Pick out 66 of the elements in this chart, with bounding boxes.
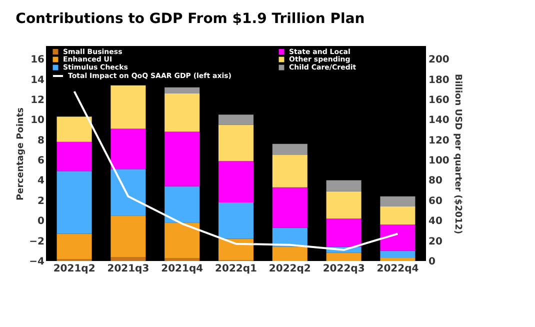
y-tick-label: 10 (30, 115, 45, 126)
line-series (73, 90, 399, 251)
y-tick-label: −4 (29, 256, 45, 268)
x-tick-label: 2021q4 (161, 264, 204, 274)
y-tick-label: 8 (38, 135, 45, 146)
y2-tick-label: 20 (428, 236, 442, 248)
bar (380, 250, 416, 258)
y2-tick-label: 60 (428, 196, 442, 207)
bar (164, 132, 200, 186)
bar (110, 128, 146, 170)
x-tick-label: 2022q1 (215, 264, 258, 274)
y-axis-title: Percentage Points (16, 108, 26, 200)
bar (56, 142, 92, 172)
y2-tick-label: 40 (428, 216, 442, 228)
bar (380, 258, 416, 261)
y2-tick-label: 80 (428, 176, 442, 187)
y-tick-label: 12 (30, 95, 45, 106)
bar (56, 116, 92, 142)
y2-axis-title: Billion USD per quarter ($2012) (452, 74, 462, 234)
bar (326, 218, 362, 247)
bar (326, 191, 362, 219)
bar (380, 196, 416, 206)
bar (56, 171, 92, 234)
y2-tick-label: 180 (428, 74, 450, 86)
y-tick-label: 0 (38, 216, 45, 228)
y2-tick-label: 140 (428, 115, 450, 126)
bar (110, 85, 146, 129)
bar (326, 180, 362, 192)
chart-title: Contributions to GDP From $1.9 Trillion Plan (16, 11, 365, 27)
y2-tick-label: 120 (428, 135, 450, 146)
y-tick-label: 2 (38, 196, 45, 207)
y2-tick-label: 0 (428, 256, 436, 268)
x-tick-label: 2021q3 (107, 264, 150, 274)
y2-tick-label: 160 (428, 95, 450, 106)
y-tick-label: 6 (38, 156, 45, 167)
bar (218, 124, 254, 162)
y-tick-label: 4 (38, 176, 45, 187)
bar (110, 216, 146, 257)
bar (164, 258, 200, 261)
x-tick-label: 2022q2 (268, 264, 311, 274)
bar (164, 87, 200, 94)
bar (164, 186, 200, 223)
bar (218, 161, 254, 202)
bar (326, 252, 362, 261)
bar (110, 256, 146, 261)
bar (272, 246, 308, 261)
x-tick-label: 2022q3 (322, 264, 365, 274)
bar (110, 169, 146, 216)
y2-tick-label: 100 (428, 156, 450, 167)
bar (164, 93, 200, 132)
bar (218, 202, 254, 239)
y2-tick-label: 200 (428, 54, 450, 66)
bar (272, 155, 308, 188)
bar (218, 114, 254, 125)
bar (380, 206, 416, 225)
bar (218, 238, 254, 260)
y-tick-label: −2 (29, 236, 45, 248)
x-tick-label: 2021q2 (53, 264, 96, 274)
bar (164, 222, 200, 258)
bar (56, 234, 92, 259)
bar (272, 144, 308, 156)
y-tick-label: 14 (30, 74, 45, 86)
y-tick-label: 16 (30, 54, 45, 66)
bar (380, 224, 416, 251)
x-tick-label: 2022q4 (376, 264, 419, 274)
bar (272, 187, 308, 228)
